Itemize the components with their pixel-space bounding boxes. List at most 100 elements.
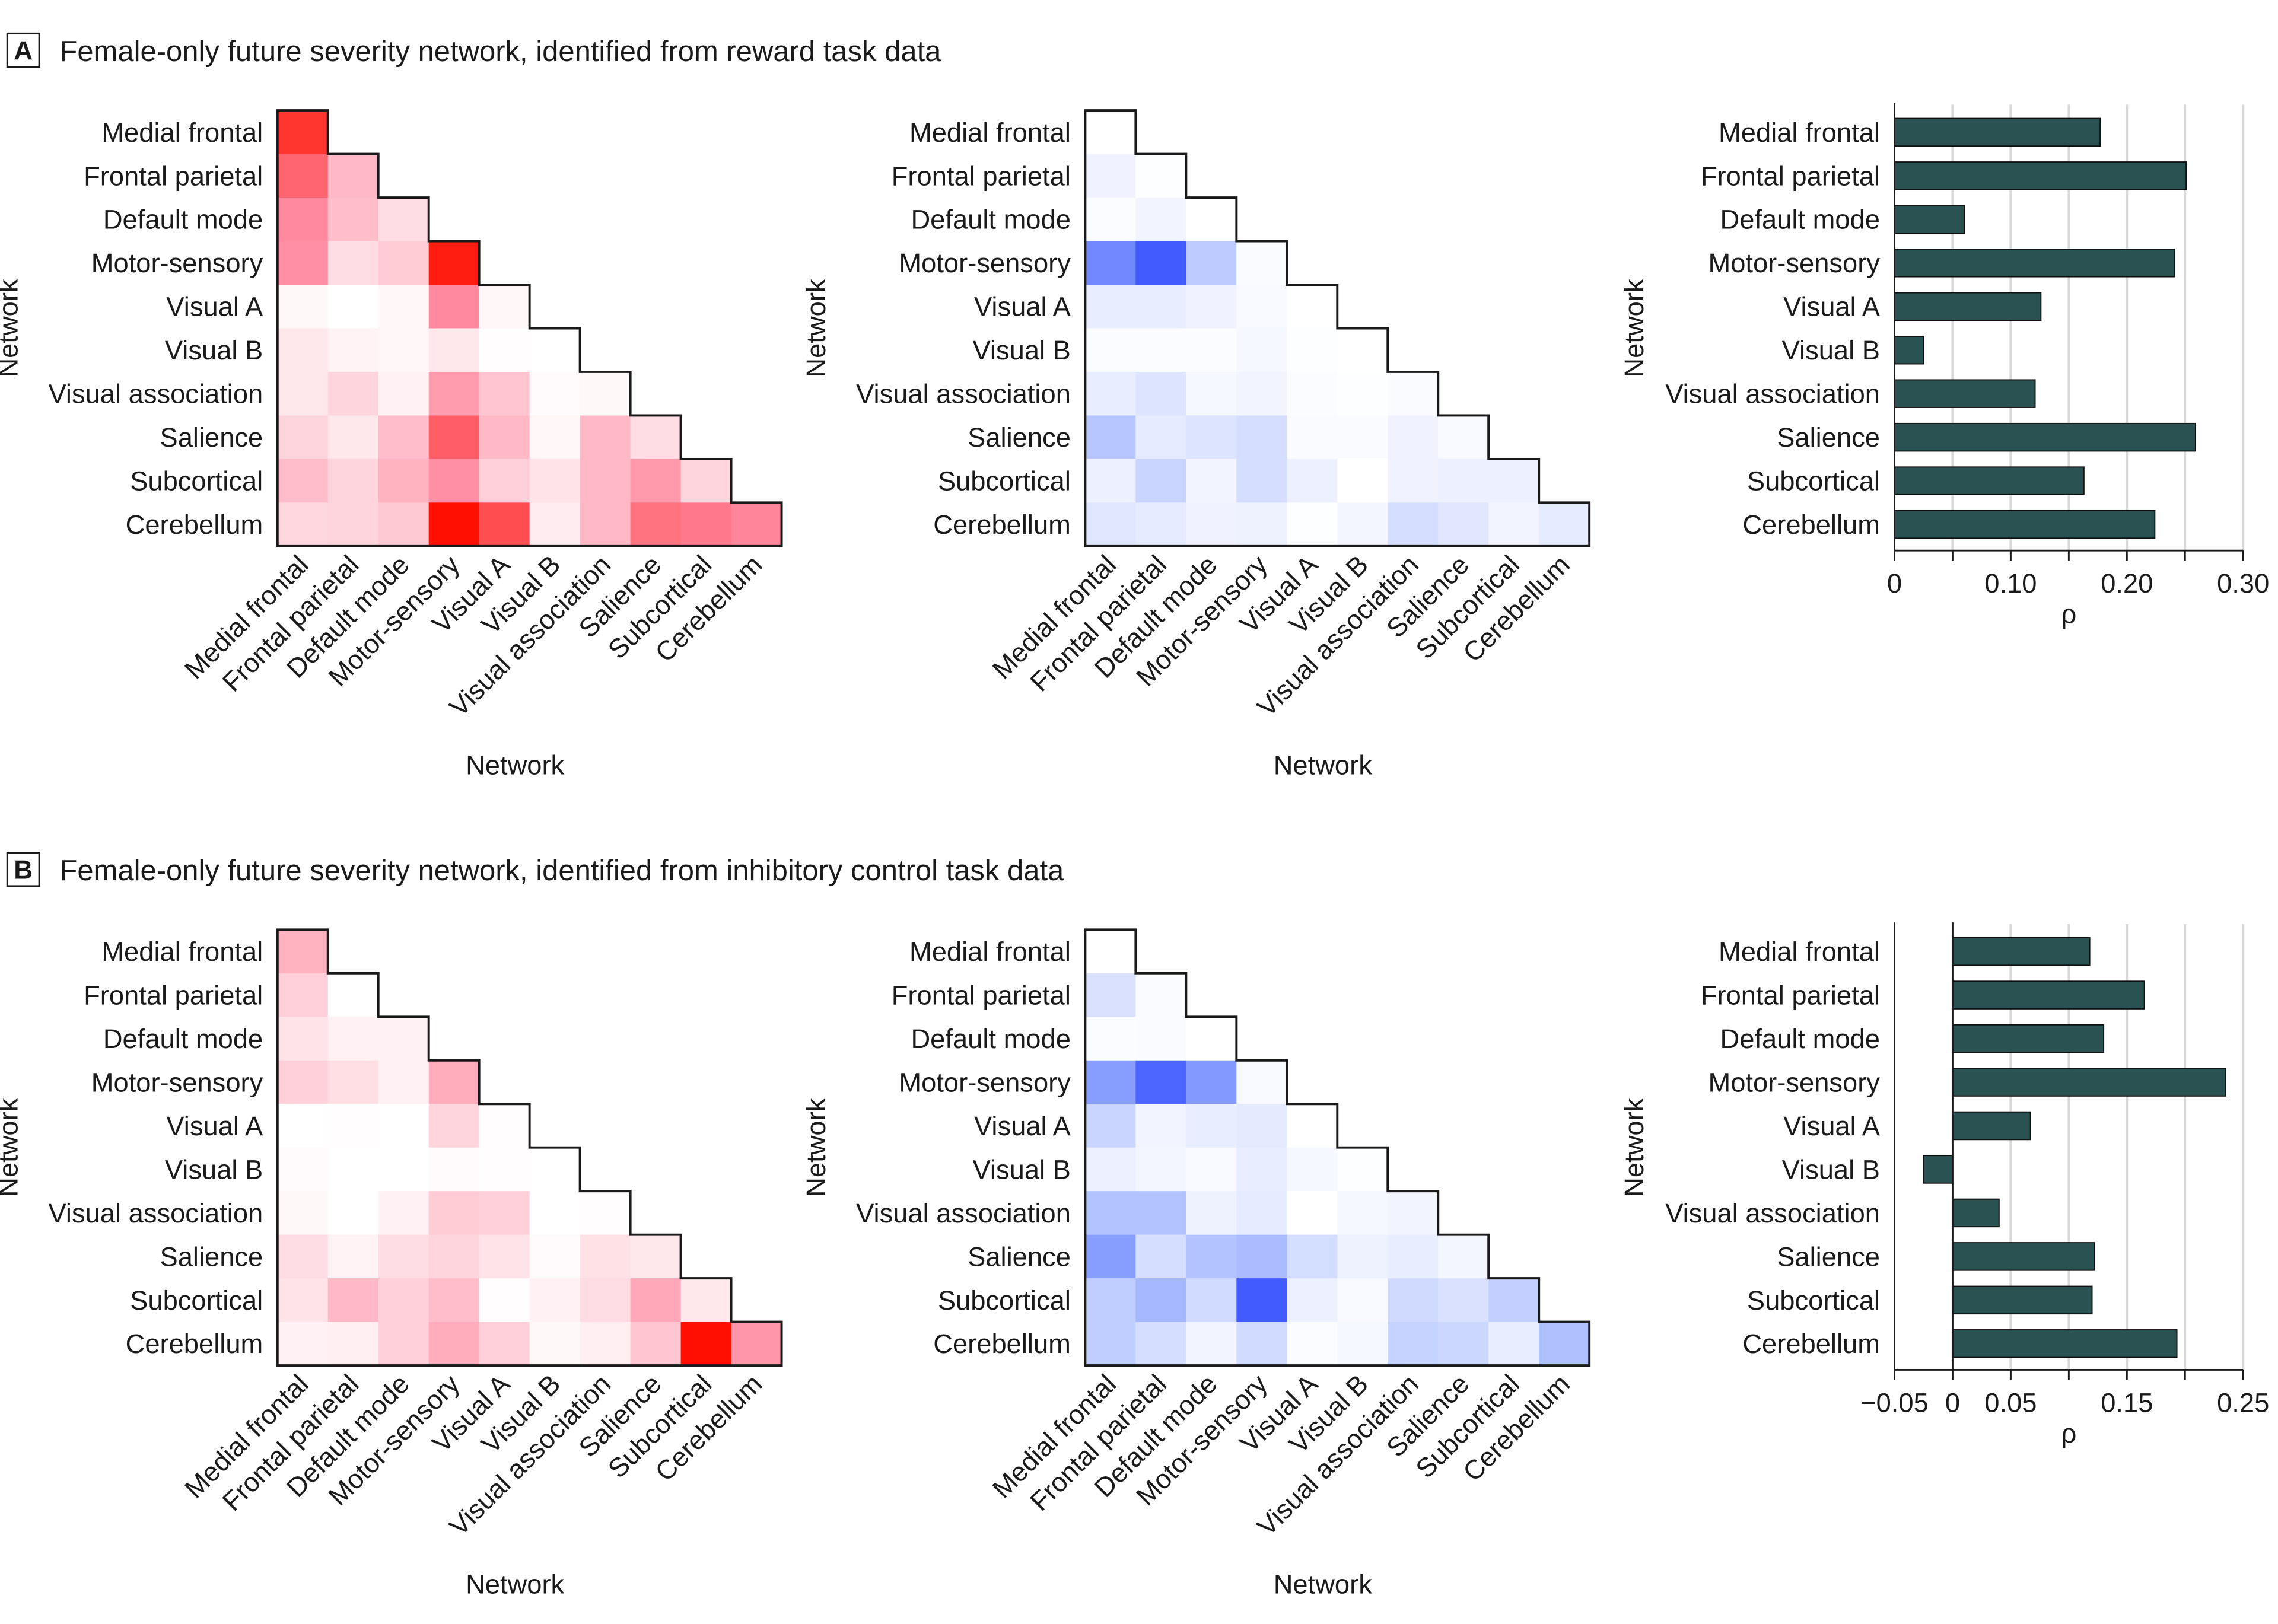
- heatmap-cell: [1539, 502, 1590, 547]
- heatmap-outline: [1084, 109, 1591, 547]
- bar: [1894, 292, 2042, 321]
- heatmap-cell: [378, 198, 429, 242]
- heatmap-cell: [327, 1060, 379, 1105]
- heatmap-cell: [1186, 1234, 1237, 1279]
- heatmap-cell: [1488, 458, 1540, 504]
- heatmap-cell: [479, 1104, 530, 1148]
- bar-label: Frontal parietal: [1701, 161, 1880, 191]
- heatmap-cell: [428, 328, 480, 372]
- bar: [1894, 379, 2036, 408]
- heatmap-cell: [1236, 458, 1288, 504]
- heatmap-cell: [1236, 1147, 1288, 1192]
- panel-title: Female-only future severity network, ide…: [59, 36, 941, 68]
- heatmap-cell: [1236, 1322, 1288, 1367]
- heatmap-cell: [479, 1322, 530, 1367]
- bar-label: Default mode: [1720, 205, 1880, 235]
- heatmap-cell: [1186, 328, 1237, 372]
- heatmap-cell: [479, 285, 530, 329]
- heatmap-cell: [1135, 1147, 1187, 1192]
- heatmap-cell: [327, 1278, 379, 1323]
- heatmap-cell: [1337, 1234, 1389, 1279]
- heatmap-cell: [1135, 1322, 1187, 1367]
- bar: [1952, 1242, 2095, 1271]
- heatmap-cell: [327, 1147, 379, 1192]
- heatmap-cell: [630, 1234, 682, 1279]
- bar-label: Salience: [1777, 422, 1880, 453]
- bar: [1952, 1068, 2226, 1097]
- heatmap-cell: [1085, 198, 1137, 242]
- row-label: Visual B: [165, 335, 263, 365]
- panel-letter-box: [6, 852, 40, 887]
- heatmap-cell: [479, 328, 530, 372]
- heatmap-cell: [529, 1147, 581, 1192]
- row-label: Frontal parietal: [84, 980, 263, 1010]
- heatmap-cell: [1085, 285, 1137, 329]
- bar: [1894, 335, 1924, 365]
- heatmap-cell: [277, 1060, 329, 1105]
- y-axis-label: Network: [1619, 1098, 1649, 1196]
- y-axis-label: Network: [801, 1098, 831, 1196]
- heatmap-cell: [1337, 502, 1389, 547]
- panel-letter-box: [6, 32, 40, 68]
- row-label: Medial frontal: [909, 117, 1071, 148]
- heatmap-cell: [378, 1104, 429, 1148]
- heatmap-cell: [1337, 1147, 1389, 1192]
- heatmap-cell: [580, 502, 631, 547]
- heatmap-cell: [1388, 502, 1439, 547]
- heatmap-cell: [1135, 371, 1187, 416]
- x-axis-label: Network: [1274, 1569, 1372, 1600]
- heatmap-cell: [1085, 1234, 1137, 1279]
- heatmap-cell: [1186, 1191, 1237, 1235]
- heatmap-cell: [1135, 328, 1187, 372]
- heatmap-cell: [1236, 1060, 1288, 1105]
- x-tick-label: 0: [1945, 1387, 1960, 1418]
- row-label: Cerebellum: [126, 1329, 263, 1359]
- bar-label: Visual A: [1783, 1111, 1881, 1141]
- heatmap-cell: [428, 1322, 480, 1367]
- heatmap-cell: [327, 285, 379, 329]
- heatmap-cell: [1488, 502, 1540, 547]
- heatmap-cell: [1085, 241, 1137, 285]
- row-label: Motor-sensory: [91, 248, 263, 278]
- bar-chart: Medial frontal Frontal parietal Default mo…: [1619, 103, 2269, 629]
- heatmap-cell: [1287, 1147, 1338, 1192]
- heatmap-cell: [1135, 1104, 1187, 1148]
- heatmap-cell: [479, 1278, 530, 1323]
- heatmap-cell: [1287, 415, 1338, 460]
- row-label: Visual B: [973, 1154, 1071, 1184]
- heatmap-cell: [428, 1278, 480, 1323]
- bar-label: Subcortical: [1747, 466, 1880, 496]
- bar-label: Motor-sensory: [1708, 248, 1880, 278]
- heatmap-cell: [1085, 154, 1137, 199]
- heatmap-cell: [1186, 458, 1237, 504]
- x-tick-label: 0.15: [2101, 1387, 2153, 1418]
- row-label: Visual A: [974, 292, 1071, 322]
- heatmap-cell: [1337, 458, 1389, 504]
- heatmap-cell: [277, 415, 329, 460]
- heatmap-cell: [1186, 198, 1237, 242]
- row-label: Visual A: [166, 1111, 263, 1141]
- bar: [1894, 422, 2196, 452]
- heatmap-cell: [428, 1234, 480, 1279]
- heatmap-cell: [1388, 458, 1439, 504]
- heatmap-cell: [1186, 415, 1237, 460]
- heatmap-cell: [378, 328, 429, 372]
- heatmap-cell: [529, 1191, 581, 1235]
- heatmap-cell: [630, 415, 682, 460]
- heatmap-cell: [479, 415, 530, 460]
- heatmap-cell: [378, 285, 429, 329]
- x-tick-label: 0.05: [1984, 1387, 2037, 1418]
- heatmap-cell: [1135, 458, 1187, 504]
- row-label: Visual association: [48, 1198, 263, 1228]
- panel-b: B Female-only future severity network, id…: [0, 852, 2269, 1600]
- heatmap-cell: [1186, 1278, 1237, 1323]
- x-tick-label: 0.30: [2217, 568, 2269, 598]
- row-label: Default mode: [103, 205, 263, 235]
- heatmap-cell: [1135, 1060, 1187, 1105]
- bar-label: Cerebellum: [1742, 1329, 1880, 1359]
- row-label: Motor-sensory: [899, 1067, 1071, 1097]
- heatmap-cell: [1135, 1234, 1187, 1279]
- x-axis-label: Network: [466, 1569, 564, 1600]
- row-label: Subcortical: [130, 1285, 263, 1316]
